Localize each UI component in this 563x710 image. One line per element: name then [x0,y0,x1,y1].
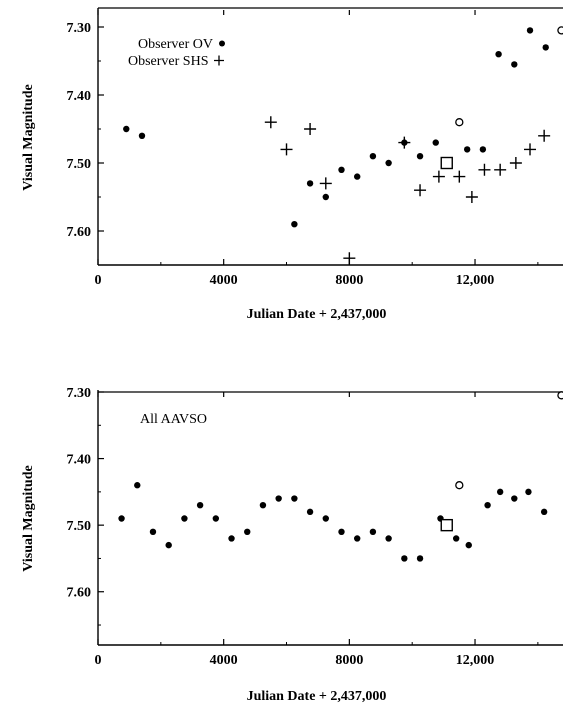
y-tick-label: 7.60 [67,225,92,240]
data-point-dot [354,173,361,180]
data-point-dot [123,125,130,133]
data-point-plus [453,170,466,183]
data-point-plus [465,191,478,203]
data-point-dot [149,528,157,536]
data-point-dot [165,541,172,549]
legend-label: Observer OV [138,37,213,52]
y-tick-label: 7.50 [67,519,92,534]
data-point-dot [496,488,504,496]
data-point-dot [526,27,534,34]
data-point-plus [414,184,427,197]
data-point-open-square [440,156,453,170]
data-point-dot [306,180,314,187]
legend-label: Observer SHS [128,54,209,69]
data-point-dot [196,501,204,509]
data-point-dot [322,515,329,522]
data-point-dot [385,535,392,542]
panel-title: All AAVSO [140,412,207,427]
data-point-dot [291,495,298,502]
y-tick-label: 7.40 [67,453,92,468]
y-axis-title: Visual Magnitude [21,465,36,571]
data-point-dot [495,51,502,58]
data-point-dot [540,508,548,516]
data-point-dot [354,535,361,542]
data-point-plus [524,143,537,156]
y-tick-label: 7.30 [67,386,92,401]
x-axis-title: Julian Date + 2,437,000 [247,689,387,704]
data-point-dot [338,166,345,173]
data-point-dot [511,61,518,68]
y-tick-label: 7.30 [67,21,92,36]
data-point-dot [416,153,424,160]
data-point-dot [369,153,377,160]
data-point-dot [484,501,491,509]
data-point-open-square [440,518,453,532]
data-point-plus [343,252,356,265]
data-point-dot [452,535,460,542]
data-point-dot [181,515,188,522]
x-tick-label: 8000 [335,653,363,668]
data-point-dot [244,528,251,536]
data-point-plus [280,143,293,156]
data-point-dot [525,488,532,496]
data-point-dot [385,159,392,167]
data-point-dot [465,541,472,549]
data-point-plus [509,157,522,169]
x-tick-label: 12,000 [456,653,495,668]
data-point-dot [118,515,125,522]
data-point-dot [401,555,408,562]
y-tick-label: 7.40 [67,89,92,104]
data-point-dot [228,535,235,542]
data-point-plus [319,177,332,190]
data-point-dot [511,495,518,502]
x-tick-label: 12,000 [456,273,495,288]
x-tick-label: 8000 [335,273,363,288]
chart-panel-1: 0 4000 8000 12,000 7.30 7.40 7.50 7.60 Julian Da… [21,7,563,322]
data-point-plus [538,129,551,142]
data-point-dot [212,515,220,522]
data-point-dot [463,146,471,153]
x-tick-label: 0 [95,273,102,288]
data-point-dot [138,132,146,139]
data-point-open-circle [557,26,563,35]
data-point-plus [494,163,507,176]
x-tick-label: 0 [95,653,102,668]
data-point-plus [432,170,445,183]
data-point-dot [369,528,377,536]
legend-marker-plus [214,55,224,66]
x-tick-label: 4000 [210,653,238,668]
data-point-dot [542,44,549,51]
data-point-open-circle [557,391,563,400]
legend-marker-dot [219,40,225,47]
data-point-plus [478,163,491,176]
data-point-dot [275,495,282,502]
data-point-dot [416,555,424,562]
y-tick-label: 7.50 [67,157,92,172]
y-tick-label: 7.60 [67,586,92,601]
data-point-dot [306,508,314,516]
data-point-plus [304,123,317,135]
data-point-dot [291,221,298,228]
y-axis-title: Visual Magnitude [21,84,36,190]
x-axis-title: Julian Date + 2,437,000 [247,307,387,322]
data-point-dot [259,501,267,509]
data-point-dot [479,146,487,153]
chart-panel-2: 0 4000 8000 12,000 7.30 7.40 7.50 7.60 Julian Da… [21,386,563,704]
data-point-plus [398,136,411,149]
data-point-open-circle [455,118,464,127]
data-point-dot [432,139,439,146]
data-point-plus [264,116,277,129]
data-point-dot [134,482,141,489]
data-point-dot [322,193,329,201]
x-tick-label: 4000 [210,273,238,288]
data-point-dot [338,528,345,536]
data-point-open-circle [455,481,464,490]
